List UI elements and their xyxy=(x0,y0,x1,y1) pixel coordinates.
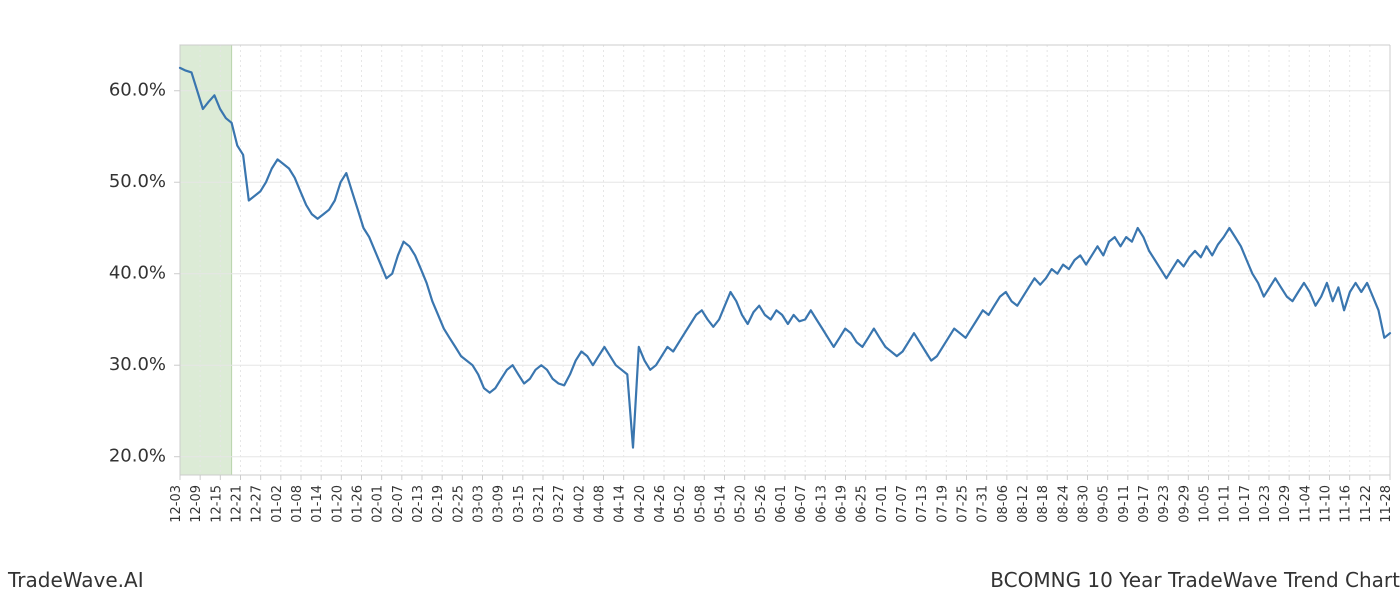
svg-text:11-16: 11-16 xyxy=(1339,485,1354,523)
svg-text:04-08: 04-08 xyxy=(592,485,607,523)
svg-text:09-05: 09-05 xyxy=(1097,485,1112,523)
svg-text:06-25: 06-25 xyxy=(855,485,870,523)
svg-text:02-07: 02-07 xyxy=(391,485,406,523)
svg-text:08-18: 08-18 xyxy=(1036,485,1051,523)
svg-text:07-31: 07-31 xyxy=(976,485,991,523)
svg-text:06-13: 06-13 xyxy=(814,485,829,523)
svg-text:04-02: 04-02 xyxy=(572,485,587,523)
svg-text:10-11: 10-11 xyxy=(1218,485,1233,523)
svg-text:05-20: 05-20 xyxy=(734,485,749,523)
svg-text:05-08: 05-08 xyxy=(693,485,708,523)
svg-text:09-29: 09-29 xyxy=(1177,485,1192,523)
svg-text:03-09: 03-09 xyxy=(492,485,507,523)
svg-text:07-07: 07-07 xyxy=(895,485,910,523)
svg-text:09-11: 09-11 xyxy=(1117,485,1132,523)
svg-text:08-12: 08-12 xyxy=(1016,485,1031,523)
svg-text:05-26: 05-26 xyxy=(754,485,769,523)
svg-text:03-03: 03-03 xyxy=(471,485,486,523)
svg-text:04-20: 04-20 xyxy=(633,485,648,523)
svg-text:07-19: 07-19 xyxy=(935,485,950,523)
svg-text:12-15: 12-15 xyxy=(209,485,224,523)
svg-text:08-06: 08-06 xyxy=(996,485,1011,523)
svg-text:10-05: 10-05 xyxy=(1197,485,1212,523)
svg-text:12-09: 12-09 xyxy=(189,485,204,523)
svg-text:50.0%: 50.0% xyxy=(109,171,166,192)
svg-text:05-14: 05-14 xyxy=(713,485,728,523)
svg-text:11-28: 11-28 xyxy=(1379,485,1394,523)
svg-text:08-24: 08-24 xyxy=(1056,485,1071,523)
svg-text:20.0%: 20.0% xyxy=(109,446,166,467)
chart-container: 2024-12-03 to 2024-12-20 20.0%30.0%40.0%… xyxy=(0,0,1400,600)
svg-text:10-23: 10-23 xyxy=(1258,485,1273,523)
svg-text:06-07: 06-07 xyxy=(794,485,809,523)
svg-text:04-26: 04-26 xyxy=(653,485,668,523)
svg-text:12-27: 12-27 xyxy=(250,485,265,523)
svg-text:01-26: 01-26 xyxy=(350,485,365,523)
svg-text:10-17: 10-17 xyxy=(1238,485,1253,523)
svg-text:01-14: 01-14 xyxy=(310,485,325,523)
svg-text:04-14: 04-14 xyxy=(613,485,628,523)
svg-text:07-01: 07-01 xyxy=(875,485,890,523)
svg-text:12-03: 12-03 xyxy=(169,485,184,523)
svg-text:11-04: 11-04 xyxy=(1298,485,1313,523)
svg-text:07-13: 07-13 xyxy=(915,485,930,523)
svg-text:06-19: 06-19 xyxy=(834,485,849,523)
footer-brand: TradeWave.AI xyxy=(8,568,144,592)
svg-text:11-10: 11-10 xyxy=(1318,485,1333,523)
footer-title: BCOMNG 10 Year TradeWave Trend Chart xyxy=(990,568,1400,592)
svg-text:05-02: 05-02 xyxy=(673,485,688,523)
svg-text:07-25: 07-25 xyxy=(955,485,970,523)
svg-text:02-13: 02-13 xyxy=(411,485,426,523)
svg-text:06-01: 06-01 xyxy=(774,485,789,523)
svg-text:12-21: 12-21 xyxy=(229,485,244,523)
svg-text:08-30: 08-30 xyxy=(1076,485,1091,523)
svg-text:01-20: 01-20 xyxy=(330,485,345,523)
trend-chart: 20.0% 30.0% 40.0% 50.0% 60.0% 12-03 12-09 12-15… xyxy=(0,0,1400,560)
svg-text:09-17: 09-17 xyxy=(1137,485,1152,523)
svg-text:10-29: 10-29 xyxy=(1278,485,1293,523)
svg-text:02-25: 02-25 xyxy=(451,485,466,523)
svg-text:02-19: 02-19 xyxy=(431,485,446,523)
svg-text:02-01: 02-01 xyxy=(371,485,386,523)
svg-text:40.0%: 40.0% xyxy=(109,263,166,284)
svg-text:03-21: 03-21 xyxy=(532,485,547,523)
svg-text:01-02: 01-02 xyxy=(270,485,285,523)
svg-text:60.0%: 60.0% xyxy=(109,80,166,101)
svg-text:03-15: 03-15 xyxy=(512,485,527,523)
svg-text:01-08: 01-08 xyxy=(290,485,305,523)
svg-text:09-23: 09-23 xyxy=(1157,485,1172,523)
svg-text:11-22: 11-22 xyxy=(1359,485,1374,523)
svg-text:03-27: 03-27 xyxy=(552,485,567,523)
svg-text:30.0%: 30.0% xyxy=(109,354,166,375)
